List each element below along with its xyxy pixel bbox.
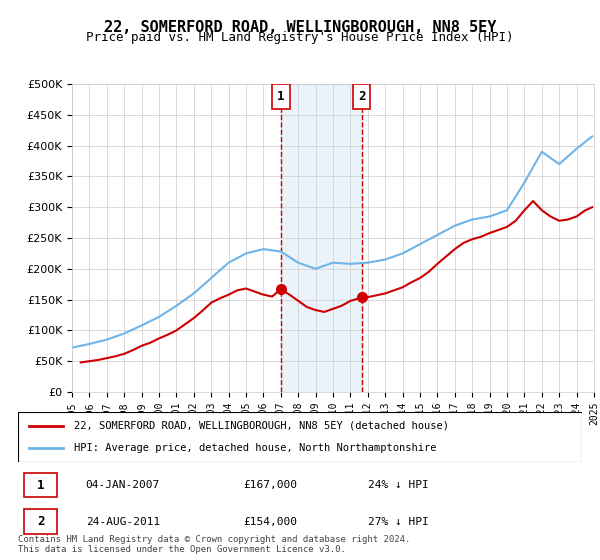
Text: 22, SOMERFORD ROAD, WELLINGBOROUGH, NN8 5EY (detached house): 22, SOMERFORD ROAD, WELLINGBOROUGH, NN8 … [74, 421, 449, 431]
Bar [281, 84, 362, 392]
FancyBboxPatch shape [23, 510, 58, 534]
Text: 04-JAN-2007: 04-JAN-2007 [86, 480, 160, 490]
Text: £167,000: £167,000 [244, 480, 298, 490]
Text: £154,000: £154,000 [244, 517, 298, 526]
Text: 27% ↓ HPI: 27% ↓ HPI [368, 517, 428, 526]
FancyBboxPatch shape [272, 84, 290, 109]
Text: 2: 2 [37, 515, 44, 528]
FancyBboxPatch shape [23, 473, 58, 497]
Text: 1: 1 [277, 90, 284, 103]
FancyBboxPatch shape [353, 84, 370, 109]
FancyBboxPatch shape [18, 412, 582, 462]
Text: 2: 2 [358, 90, 365, 103]
Text: 22, SOMERFORD ROAD, WELLINGBOROUGH, NN8 5EY: 22, SOMERFORD ROAD, WELLINGBOROUGH, NN8 … [104, 20, 496, 35]
Text: Price paid vs. HM Land Registry's House Price Index (HPI): Price paid vs. HM Land Registry's House … [86, 31, 514, 44]
Text: 1: 1 [37, 479, 44, 492]
Text: 24% ↓ HPI: 24% ↓ HPI [368, 480, 428, 490]
Text: 24-AUG-2011: 24-AUG-2011 [86, 517, 160, 526]
Text: Contains HM Land Registry data © Crown copyright and database right 2024.
This d: Contains HM Land Registry data © Crown c… [18, 535, 410, 554]
Text: HPI: Average price, detached house, North Northamptonshire: HPI: Average price, detached house, Nort… [74, 443, 437, 453]
